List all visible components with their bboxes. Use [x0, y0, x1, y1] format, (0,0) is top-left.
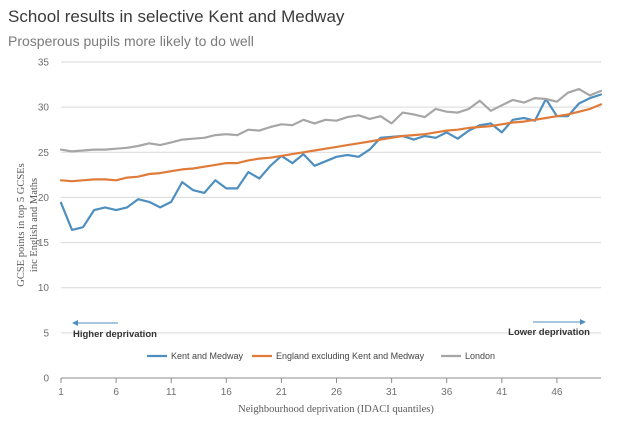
x-axis-label: Neighbourhood deprivation (IDACI quantil… — [238, 404, 434, 415]
chart-title: School results in selective Kent and Med… — [8, 7, 345, 26]
x-tick-label: 41 — [496, 387, 508, 398]
y-axis-label: GCSE points in top 5 GCSEs inc English a… — [16, 163, 40, 286]
x-tick-label: 26 — [331, 387, 343, 398]
x-tick-label: 36 — [441, 387, 453, 398]
x-tick-label: 1 — [58, 387, 64, 398]
legend-label-0: Kent and Medway — [171, 351, 244, 361]
y-tick-label: 5 — [43, 328, 49, 339]
annotation-lower-deprivation: Lower deprivation — [508, 319, 590, 338]
annotation-right-text: Lower deprivation — [508, 327, 590, 338]
gridlines — [61, 61, 601, 334]
annotation-higher-deprivation: Higher deprivation — [72, 320, 157, 340]
series-line-0 — [59, 93, 603, 231]
y-tick-label: 25 — [38, 148, 50, 159]
y-tick-label: 10 — [38, 283, 50, 294]
y-tick-label: 20 — [38, 193, 50, 204]
x-tick-label: 11 — [166, 387, 177, 398]
chart-subtitle: Prosperous pupils more likely to do well — [8, 33, 254, 49]
y-axis-label-line-2: inc English and Maths — [29, 178, 40, 272]
legend-label-1: England excluding Kent and Medway — [276, 351, 425, 361]
x-tick-label: 16 — [221, 387, 233, 398]
series-lines — [59, 87, 603, 231]
y-tick-label: 0 — [43, 374, 49, 385]
series-line-1 — [59, 103, 603, 183]
x-tick-label: 46 — [551, 387, 563, 398]
y-axis-label-line-1: GCSE points in top 5 GCSEs — [16, 163, 27, 286]
legend-label-2: London — [465, 351, 495, 361]
x-tick-label: 21 — [276, 387, 288, 398]
y-tick-label: 15 — [38, 238, 50, 249]
annotation-left-text: Higher deprivation — [73, 329, 157, 340]
y-tick-label: 35 — [38, 58, 50, 69]
series-line-2 — [59, 87, 603, 153]
x-tick-label: 6 — [113, 387, 119, 398]
y-tick-label: 30 — [38, 103, 50, 114]
legend: Kent and Medway England excluding Kent an… — [147, 351, 495, 361]
x-tick-label: 31 — [386, 387, 398, 398]
